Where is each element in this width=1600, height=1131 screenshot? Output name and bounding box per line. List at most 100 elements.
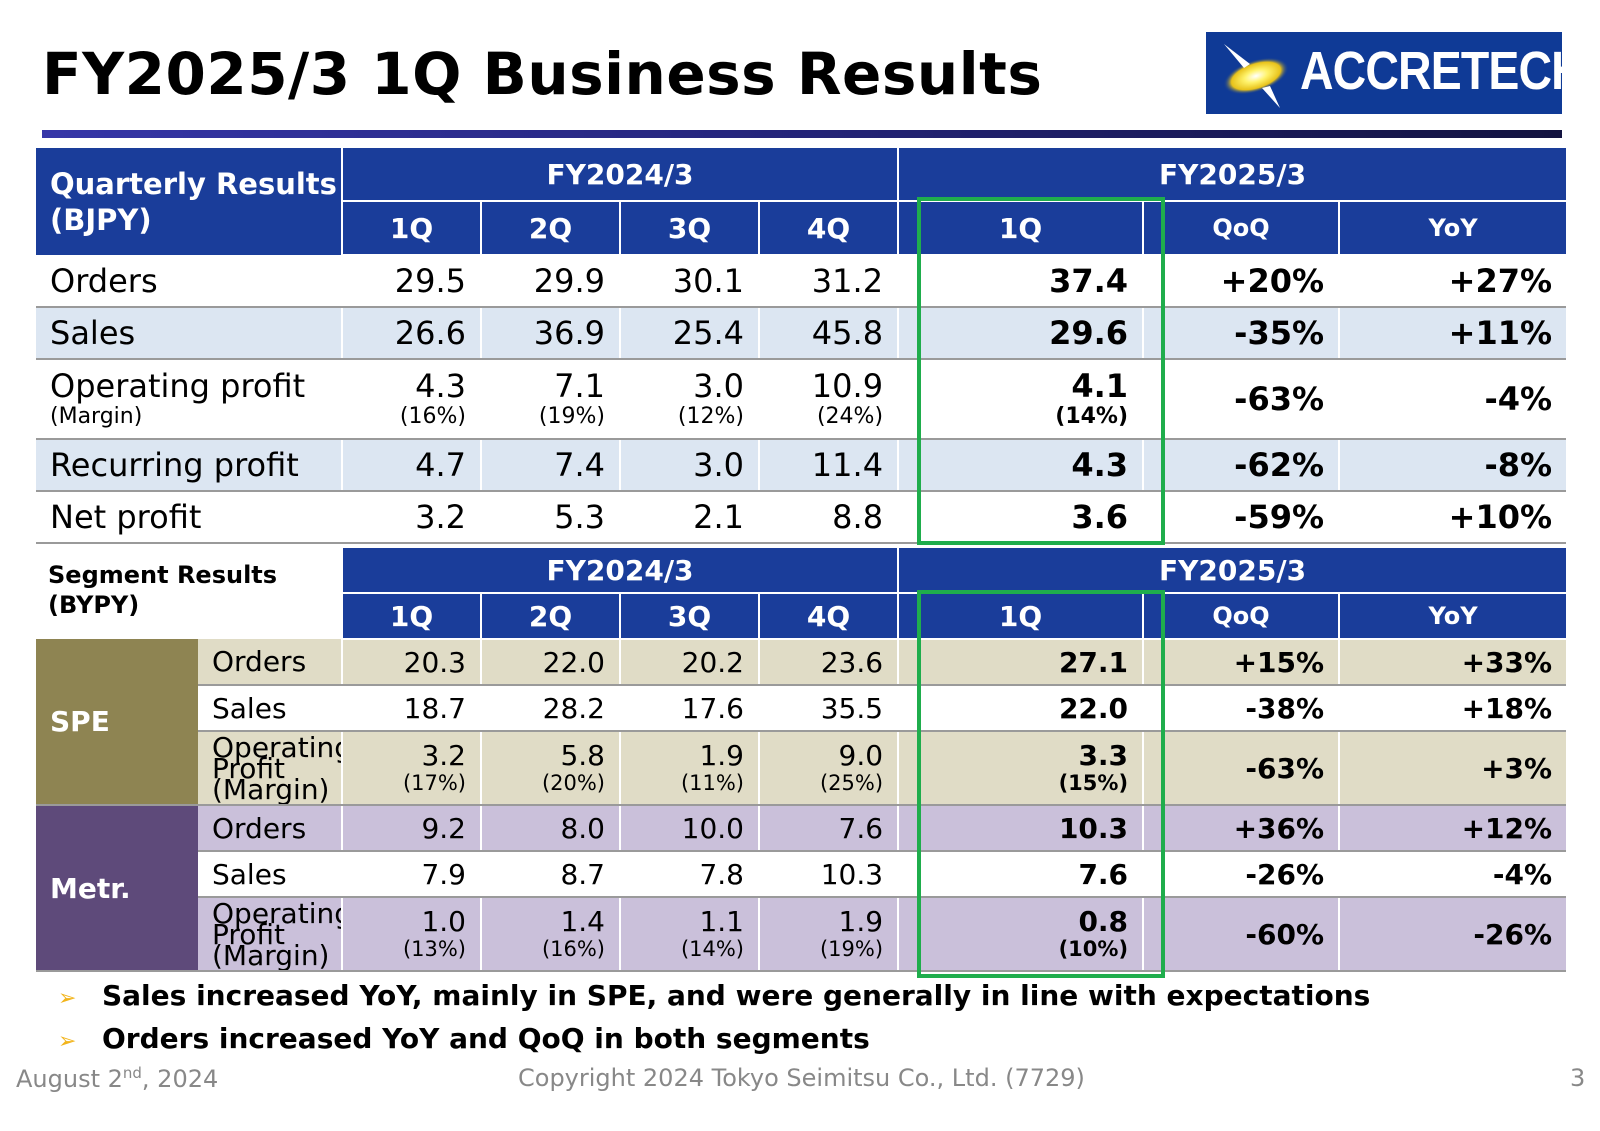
row-label: Orders — [198, 805, 342, 852]
table-cell: +15% — [1142, 639, 1340, 686]
row-label: Orders — [198, 639, 342, 686]
table-row: SPE Orders 20.3 22.0 20.2 23.6 27.1 +15%… — [36, 639, 1567, 806]
table-cell: 35.5 — [757, 685, 899, 732]
table-row: Net profit 3.2 5.3 2.1 8.8 3.6 -59% +10% — [36, 491, 1567, 544]
table-cell: 45.8 — [757, 307, 899, 360]
table-row: Operating profit (Margin) 4.3 (16%) 7.1 (1… — [36, 359, 1567, 440]
table-cell: 4.3 — [897, 439, 1144, 492]
table-row: Operating Profit (Margin) 1.0 (13%) 1.4 (16%… — [36, 897, 1567, 972]
table-cell: 10.3 — [757, 851, 899, 898]
row-label: Sales — [36, 307, 342, 360]
table-cell: 7.9 — [341, 851, 481, 898]
table-cell: 37.4 — [897, 255, 1144, 308]
table-cell: -63% — [1142, 359, 1340, 440]
table-cell: 23.6 — [757, 639, 899, 686]
arrow-bullet-icon: ➢ — [58, 986, 77, 1011]
table-cell: 4.1 (14%) — [897, 359, 1144, 440]
table-cell: 3.2 — [341, 491, 481, 544]
table-cell: 7.4 — [480, 439, 620, 492]
footer-date: August 2nd, 2024 — [16, 1064, 219, 1093]
segment-corner-label: Segment Results (BYPY) — [36, 548, 342, 639]
column-header: 1Q — [341, 593, 481, 640]
table-cell: 18.7 — [341, 685, 481, 732]
bullet-item: ➢ Sales increased YoY, mainly in SPE, and… — [58, 976, 1370, 1019]
table-row: Orders 29.5 29.9 30.1 31.2 37.4 +20% +27… — [36, 255, 1567, 308]
column-header: 1Q — [897, 593, 1144, 640]
table-cell: 8.8 — [757, 491, 899, 544]
table-cell: 1.9 (19%) — [757, 897, 899, 972]
logo-wordmark: ACCRETECH — [1300, 41, 1562, 101]
row-label: Operating Profit (Margin) — [198, 731, 342, 806]
column-header-qoq: QoQ — [1142, 201, 1340, 256]
table-cell: 29.6 — [897, 307, 1144, 360]
table-cell: 29.9 — [480, 255, 620, 308]
page-number: 3 — [1570, 1064, 1586, 1092]
table-cell: 29.5 — [341, 255, 481, 308]
table-cell: 10.9 (24%) — [757, 359, 899, 440]
table-cell: 9.2 — [341, 805, 481, 852]
footer-copyright: Copyright 2024 Tokyo Seimitsu Co., Ltd. … — [518, 1064, 1085, 1092]
table-row: Sales 7.9 8.7 7.8 10.3 7.6 -26% -4% — [36, 851, 1567, 898]
table-cell: 11.4 — [757, 439, 899, 492]
row-label: Net profit — [36, 491, 342, 544]
row-label: Orders — [36, 255, 342, 308]
table-cell: -62% — [1142, 439, 1340, 492]
row-label: Operating profit (Margin) — [36, 359, 342, 440]
quarterly-results-table: Quarterly Results (BJPY) FY2024/3 FY2025… — [36, 148, 1567, 544]
page-title: FY2025/3 1Q Business Results — [42, 40, 1043, 108]
segment-fy-curr-header: FY2025/3 — [897, 548, 1567, 594]
table-cell: -8% — [1338, 439, 1567, 492]
segment-current-quarter-highlight — [917, 590, 1165, 978]
table-cell: 17.6 — [619, 685, 759, 732]
table-cell: 7.1 (19%) — [480, 359, 620, 440]
column-header: 2Q — [480, 201, 620, 256]
table-cell: 10.3 — [897, 805, 1144, 852]
table-cell: 1.4 (16%) — [480, 897, 620, 972]
table-cell: 7.6 — [757, 805, 899, 852]
table-cell: 31.2 — [757, 255, 899, 308]
table-cell: -26% — [1338, 897, 1567, 972]
table-cell: -59% — [1142, 491, 1340, 544]
current-quarter-highlight — [917, 197, 1165, 545]
table-row: Operating Profit (Margin) 3.2 (17%) 5.8 (20%… — [36, 731, 1567, 806]
table-cell: 8.7 — [480, 851, 620, 898]
column-header: 1Q — [897, 201, 1144, 256]
column-header: 4Q — [757, 201, 899, 256]
row-label: Sales — [198, 685, 342, 732]
table-cell: 28.2 — [480, 685, 620, 732]
column-header-qoq: QoQ — [1142, 593, 1340, 640]
column-header-yoy: YoY — [1338, 201, 1567, 256]
arrow-bullet-icon: ➢ — [58, 1029, 77, 1054]
table-cell: -4% — [1338, 851, 1567, 898]
quarterly-fy-curr-header: FY2025/3 — [897, 148, 1567, 202]
table-cell: -4% — [1338, 359, 1567, 440]
table-cell: 9.0 (25%) — [757, 731, 899, 806]
table-row: Sales 26.6 36.9 25.4 45.8 29.6 -35% +11% — [36, 307, 1567, 360]
table-cell: 5.8 (20%) — [480, 731, 620, 806]
table-cell: 1.9 (11%) — [619, 731, 759, 806]
table-cell: 5.3 — [480, 491, 620, 544]
column-header: 4Q — [757, 593, 899, 640]
table-cell: +36% — [1142, 805, 1340, 852]
column-header: 2Q — [480, 593, 620, 640]
table-cell: +18% — [1338, 685, 1567, 732]
table-cell: +3% — [1338, 731, 1567, 806]
table-cell: 20.3 — [341, 639, 481, 686]
table-cell: +11% — [1338, 307, 1567, 360]
table-cell: 3.2 (17%) — [341, 731, 481, 806]
table-cell: 27.1 — [897, 639, 1144, 686]
table-cell: 26.6 — [341, 307, 481, 360]
table-cell: 7.8 — [619, 851, 759, 898]
table-cell: +20% — [1142, 255, 1340, 308]
segment-label-spe: SPE — [36, 639, 198, 806]
table-row: Sales 18.7 28.2 17.6 35.5 22.0 -38% +18% — [36, 685, 1567, 732]
table-cell: 2.1 — [619, 491, 759, 544]
table-cell: -60% — [1142, 897, 1340, 972]
table-cell: +33% — [1338, 639, 1567, 686]
column-header: 3Q — [619, 201, 759, 256]
table-cell: 4.7 — [341, 439, 481, 492]
table-cell: 3.0 — [619, 439, 759, 492]
row-label: Recurring profit — [36, 439, 342, 492]
row-label: Operating Profit (Margin) — [198, 897, 342, 972]
accretech-logo: ACCRETECH — [1206, 32, 1562, 114]
